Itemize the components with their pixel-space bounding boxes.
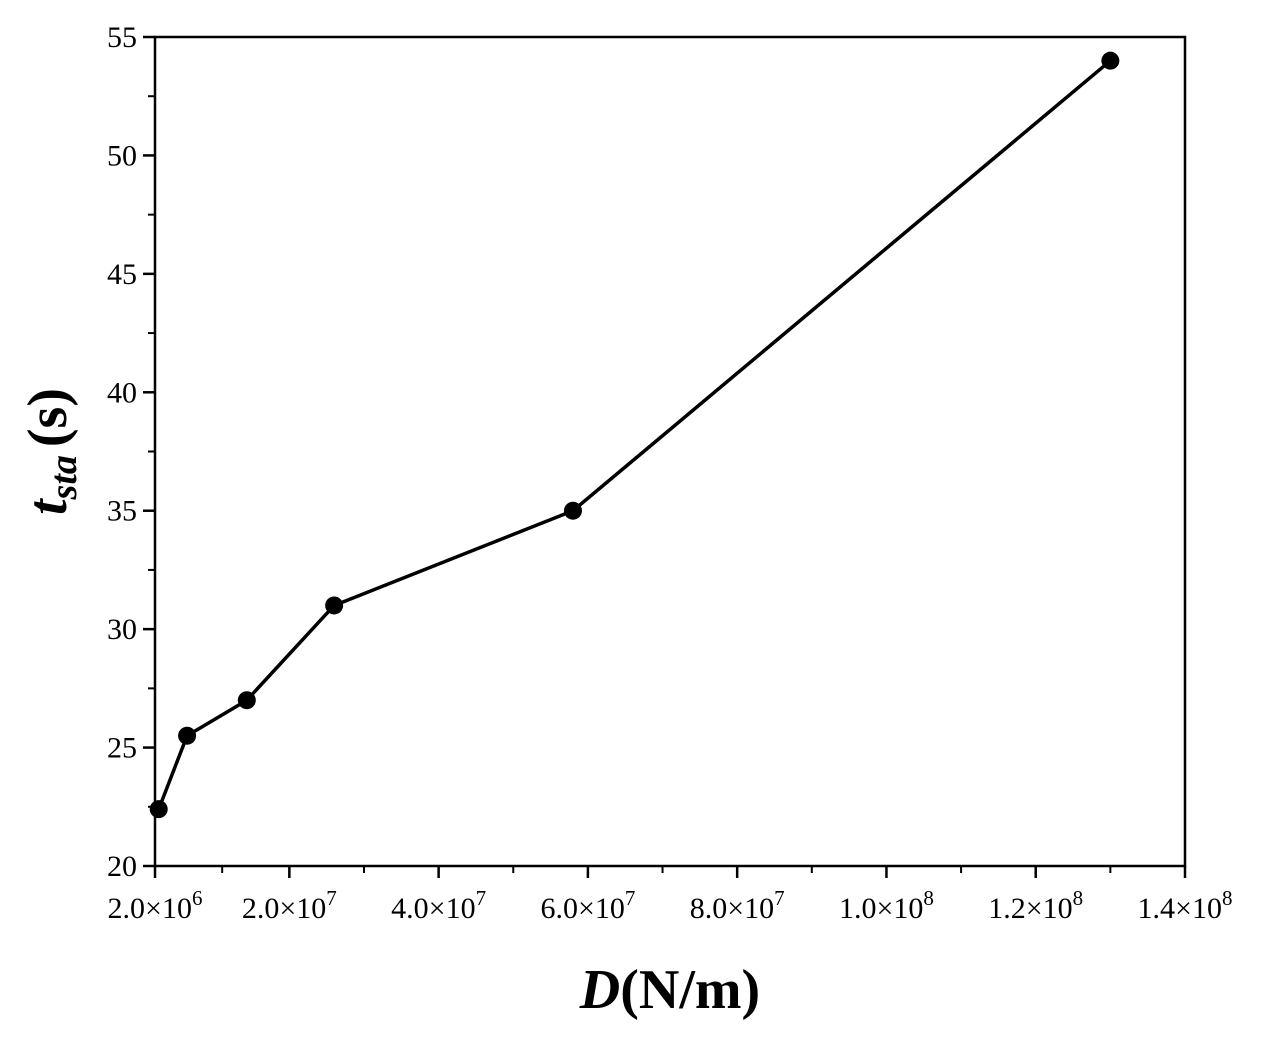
x-axis-unit: (N/m) bbox=[620, 959, 760, 1021]
x-tick-label: 4.0×107 bbox=[391, 886, 486, 925]
x-tick-label: 2.0×106 bbox=[108, 886, 203, 925]
x-tick-label: 1.4×108 bbox=[1138, 886, 1233, 925]
x-axis-symbol: D bbox=[579, 959, 620, 1021]
y-axis-subscript: sta bbox=[43, 455, 85, 500]
data-point bbox=[563, 501, 582, 520]
data-point bbox=[325, 596, 344, 615]
y-tick-label: 55 bbox=[107, 21, 137, 54]
x-tick-label: 1.2×108 bbox=[988, 886, 1083, 925]
y-axis-label: tsta (s) bbox=[17, 388, 85, 515]
plot-frame bbox=[153, 35, 1187, 868]
x-tick-label: 2.0×107 bbox=[242, 886, 337, 925]
data-point bbox=[149, 800, 168, 819]
y-tick-label: 35 bbox=[107, 495, 137, 528]
data-point bbox=[178, 726, 197, 745]
x-tick-label: 6.0×107 bbox=[540, 886, 635, 925]
series-line bbox=[157, 59, 1112, 810]
y-axis-symbol: t bbox=[17, 498, 79, 515]
y-tick-label: 20 bbox=[107, 850, 137, 883]
y-tick-label: 30 bbox=[107, 613, 137, 646]
y-tick-label: 25 bbox=[107, 732, 137, 765]
x-tick-label: 8.0×107 bbox=[690, 886, 785, 925]
x-axis-label: D(N/m) bbox=[579, 959, 760, 1021]
data-point bbox=[1101, 51, 1120, 70]
y-tick-label: 45 bbox=[107, 258, 137, 291]
data-point bbox=[237, 691, 256, 710]
y-tick-label: 50 bbox=[107, 139, 137, 172]
y-axis-unit: (s) bbox=[17, 388, 79, 447]
y-tick-label: 40 bbox=[107, 376, 137, 409]
x-tick-label: 1.0×108 bbox=[839, 886, 934, 925]
